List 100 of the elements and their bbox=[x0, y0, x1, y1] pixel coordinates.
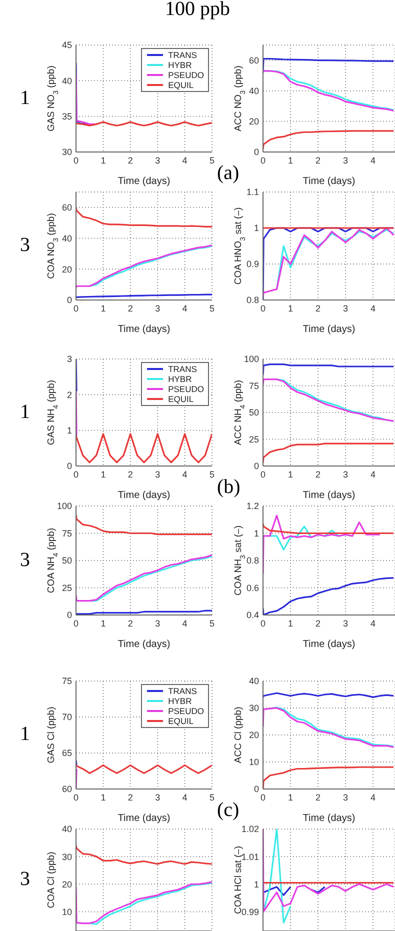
y-tick-label: 0.4 bbox=[246, 610, 259, 620]
legend-label: PSEUDO bbox=[168, 706, 204, 716]
x-tick-label: 0 bbox=[260, 469, 266, 480]
legend-label: TRANS bbox=[168, 364, 197, 374]
x-tick-label: 0 bbox=[73, 155, 79, 166]
y-tick-label: 50 bbox=[248, 408, 259, 418]
y-tick-label: 40 bbox=[62, 76, 72, 86]
y-tick-label: 0.8 bbox=[246, 295, 259, 306]
y-tick-label: 0.9 bbox=[246, 259, 259, 270]
legend-label: HYBR bbox=[168, 60, 192, 70]
text: 100 ppb bbox=[164, 0, 231, 21]
y-tick-label: 0 bbox=[254, 784, 259, 794]
x-axis-title: Time (days) bbox=[118, 639, 170, 650]
x-tick-label: 1 bbox=[100, 303, 106, 314]
x-tick-label: 5 bbox=[209, 792, 215, 802]
y-tick-label: 20 bbox=[62, 264, 72, 274]
y-tick-label: 0 bbox=[254, 461, 259, 472]
y-tick-label: 1.2 bbox=[246, 501, 259, 512]
x-axis-title: Time (days) bbox=[118, 813, 170, 824]
y-tick-label: 75 bbox=[62, 676, 72, 686]
x-tick-label: 2 bbox=[315, 618, 321, 628]
y-tick-label: 20 bbox=[248, 730, 259, 740]
text: 1 bbox=[20, 723, 30, 746]
x-tick-label: 5 bbox=[209, 469, 215, 480]
y-tick-label: 40 bbox=[248, 676, 259, 686]
x-tick-label: 3 bbox=[342, 618, 348, 628]
y-tick-label: 100 bbox=[244, 354, 259, 364]
x-tick-label: 3 bbox=[342, 303, 348, 314]
y-tick-label: 50 bbox=[62, 556, 72, 566]
y-tick-label: 25 bbox=[248, 434, 259, 444]
y-axis-title: ACC Cl (ppb) bbox=[233, 706, 244, 764]
x-tick-label: 2 bbox=[128, 155, 133, 166]
legend-label: EQUIL bbox=[168, 80, 194, 90]
y-tick-label: 40 bbox=[248, 86, 259, 96]
x-tick-label: 5 bbox=[209, 618, 215, 628]
x-tick-label: 4 bbox=[370, 618, 376, 628]
legend-label: HYBR bbox=[168, 696, 192, 706]
x-tick-label: 4 bbox=[182, 792, 188, 802]
x-tick-label: 3 bbox=[342, 469, 348, 480]
y-tick-label: 1 bbox=[66, 426, 72, 436]
text: 3 bbox=[20, 868, 30, 891]
legend-label: EQUIL bbox=[168, 716, 194, 726]
y-tick-label: 3 bbox=[66, 354, 72, 364]
y-tick-label: 1.01 bbox=[241, 852, 259, 862]
y-tick-label: 10 bbox=[248, 757, 259, 768]
y-tick-label: 1.1 bbox=[246, 187, 259, 198]
x-axis-title: Time (days) bbox=[302, 813, 356, 824]
y-tick-label: 60 bbox=[248, 55, 259, 66]
legend-label: TRANS bbox=[168, 50, 197, 60]
y-tick-label: 0.99 bbox=[241, 906, 259, 917]
x-tick-label: 5 bbox=[209, 303, 215, 314]
y-tick-label: 25 bbox=[62, 582, 72, 593]
x-tick-label: 3 bbox=[155, 792, 160, 802]
x-tick-label: 1 bbox=[100, 618, 106, 628]
text: (c) bbox=[217, 799, 240, 822]
x-tick-label: 4 bbox=[370, 469, 376, 480]
legend-label: HYBR bbox=[168, 374, 192, 384]
x-axis-title: Time (days) bbox=[302, 490, 356, 501]
y-tick-label: 2 bbox=[66, 390, 72, 400]
x-tick-label: 2 bbox=[315, 792, 321, 802]
x-tick-label: 0 bbox=[260, 618, 266, 628]
x-axis-title: Time (days) bbox=[118, 490, 170, 501]
x-tick-label: 1 bbox=[288, 155, 294, 166]
text: 3 bbox=[20, 548, 30, 572]
x-tick-label: 0 bbox=[73, 618, 79, 628]
x-tick-label: 2 bbox=[315, 155, 321, 166]
x-tick-label: 1 bbox=[288, 618, 294, 628]
y-tick-label: 75 bbox=[62, 528, 72, 538]
x-tick-label: 4 bbox=[182, 618, 188, 628]
text: (b) bbox=[217, 476, 240, 499]
y-tick-label: 70 bbox=[62, 712, 72, 722]
x-tick-label: 0 bbox=[73, 469, 79, 480]
x-tick-label: 0 bbox=[260, 155, 266, 166]
x-tick-label: 1 bbox=[100, 155, 106, 166]
text: 1 bbox=[20, 400, 30, 424]
y-tick-label: 60 bbox=[62, 202, 72, 213]
y-tick-label: 1 bbox=[254, 879, 259, 890]
y-tick-label: 40 bbox=[62, 824, 72, 834]
x-axis-title: Time (days) bbox=[302, 176, 356, 187]
x-tick-label: 0 bbox=[260, 792, 266, 802]
y-tick-label: 100 bbox=[56, 501, 72, 512]
y-tick-label: 45 bbox=[62, 40, 72, 50]
x-tick-label: 3 bbox=[155, 303, 160, 314]
x-tick-label: 5 bbox=[209, 155, 215, 166]
x-tick-label: 0 bbox=[73, 792, 79, 802]
y-tick-label: 0 bbox=[254, 147, 259, 158]
x-tick-label: 2 bbox=[315, 469, 321, 480]
y-tick-label: 20 bbox=[62, 879, 72, 890]
x-tick-label: 3 bbox=[342, 792, 348, 802]
y-tick-label: 0.6 bbox=[246, 582, 259, 593]
x-axis-title: Time (days) bbox=[118, 176, 170, 187]
x-tick-label: 0 bbox=[260, 303, 266, 314]
x-tick-label: 2 bbox=[315, 303, 321, 314]
x-tick-label: 2 bbox=[128, 303, 133, 314]
y-tick-label: 20 bbox=[248, 116, 259, 127]
y-tick-label: 35 bbox=[62, 112, 72, 122]
x-axis-title: Time (days) bbox=[118, 324, 170, 335]
y-tick-label: 0 bbox=[66, 295, 72, 306]
y-tick-label: 0 bbox=[66, 610, 72, 620]
y-tick-label: 1 bbox=[254, 528, 259, 538]
